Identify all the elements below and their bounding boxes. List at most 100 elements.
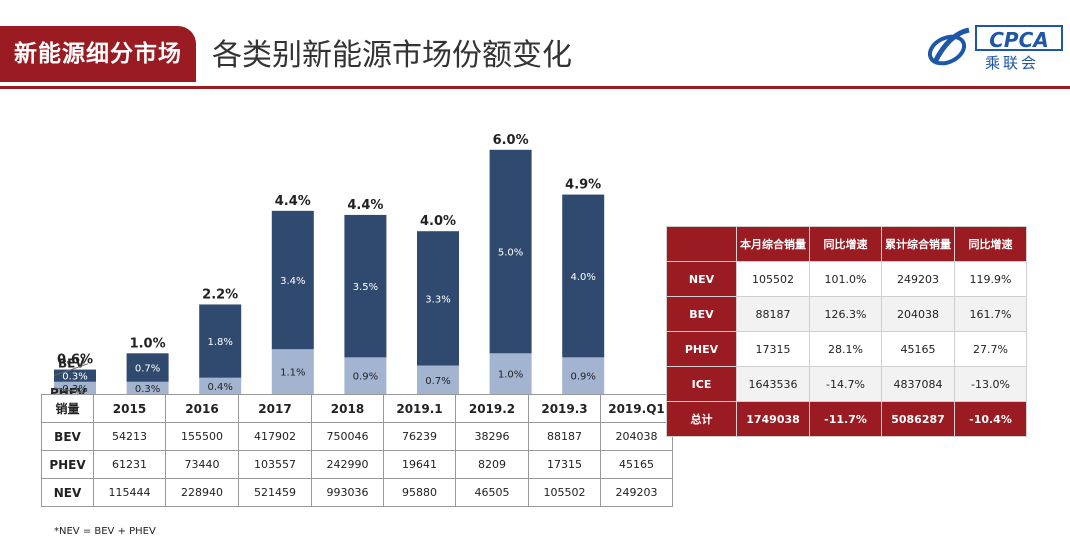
- table-cell: 45165: [600, 450, 673, 479]
- bar-phev: [271, 349, 314, 394]
- total-label: 4.0%: [420, 214, 456, 229]
- data-label-phev: 0.7%: [425, 376, 450, 387]
- summary-col-header: 同比增速: [954, 226, 1027, 262]
- table-cell: 45165: [881, 331, 955, 367]
- data-label-phev: 1.1%: [280, 368, 305, 379]
- total-label: 4.4%: [275, 194, 311, 209]
- table-cell: 155500: [165, 422, 239, 451]
- row-label: BEV: [666, 296, 737, 332]
- sales-table-col-header: 2018: [311, 394, 384, 423]
- sales-table-col-header: 2017: [238, 394, 312, 423]
- bar-phev: [489, 353, 532, 394]
- cpca-logo-icon: [927, 27, 970, 66]
- bar-bev: [562, 194, 605, 358]
- total-label: 6.0%: [493, 133, 529, 148]
- table-cell: 105502: [736, 261, 810, 297]
- data-label-bev: 3.5%: [353, 282, 378, 293]
- bar-phev: [54, 381, 96, 394]
- table-cell: 54213: [93, 422, 166, 451]
- summary-table: 本月综合销量 同比增速 累计综合销量 同比增速 NEV 105502 101.0% 2492…: [666, 226, 1027, 437]
- table-cell: 38296: [455, 422, 529, 451]
- table-cell: 204038: [881, 296, 955, 332]
- data-label-phev: 0.3%: [62, 384, 87, 395]
- table-cell: 126.3%: [809, 296, 882, 332]
- table-cell: 249203: [600, 478, 673, 507]
- row-label: NEV: [41, 478, 94, 507]
- table-cell: 27.7%: [954, 331, 1027, 367]
- logo-subtext: 乘联会: [985, 54, 1040, 72]
- sales-table-col-header: 2019.3: [528, 394, 601, 423]
- table-cell: 115444: [93, 478, 166, 507]
- bar-bev: [54, 369, 96, 382]
- data-label-bev: 3.3%: [425, 294, 450, 305]
- data-label-phev: 0.9%: [353, 372, 378, 383]
- data-label-phev: 0.9%: [570, 372, 595, 383]
- table-cell: 4837084: [881, 366, 955, 402]
- table-row: BEV 88187 126.3% 204038 161.7%: [666, 296, 1027, 332]
- table-cell: 249203: [881, 261, 955, 297]
- summary-col-header: 累计综合销量: [881, 226, 955, 262]
- bar-bev: [126, 353, 169, 382]
- table-cell: 46505: [455, 478, 529, 507]
- bar-bev: [344, 214, 387, 358]
- bar-phev: [199, 377, 242, 394]
- legend-bev: BEV: [58, 357, 85, 371]
- sales-table-col-header: 2019.2: [455, 394, 529, 423]
- table-cell: 993036: [311, 478, 384, 507]
- data-label-bev: 5.0%: [498, 248, 523, 259]
- summary-col-header: [666, 226, 737, 262]
- sales-volume-table: 销量 2015 2016 2017 2018 2019.1 2019.2 2019.3 201…: [41, 394, 673, 507]
- table-row: PHEV 17315 28.1% 45165 27.7%: [666, 331, 1027, 367]
- summary-col-header: 本月综合销量: [736, 226, 810, 262]
- row-label: 总计: [666, 401, 737, 437]
- table-cell: 28.1%: [809, 331, 882, 367]
- row-label: PHEV: [666, 331, 737, 367]
- summary-col-header: 同比增速: [809, 226, 882, 262]
- table-cell: 73440: [165, 450, 239, 479]
- table-cell: 105502: [528, 478, 601, 507]
- table-cell: 750046: [311, 422, 384, 451]
- data-label-phev: 1.0%: [498, 370, 523, 381]
- table-cell: 17315: [528, 450, 601, 479]
- sales-table-col-header: 2019.Q1: [600, 394, 673, 423]
- table-cell: 228940: [165, 478, 239, 507]
- table-cell: 88187: [528, 422, 601, 451]
- sales-table-header: 销量 2015 2016 2017 2018 2019.1 2019.2 2019.3 201…: [41, 394, 673, 423]
- table-cell: 1643536: [736, 366, 810, 402]
- table-cell: 95880: [383, 478, 456, 507]
- bar-bev: [489, 149, 532, 354]
- data-label-phev: 0.3%: [135, 384, 160, 395]
- bar-bev: [271, 210, 314, 350]
- table-cell: 76239: [383, 422, 456, 451]
- table-cell: 417902: [238, 422, 312, 451]
- total-label: 0.6%: [57, 353, 93, 368]
- bar-bev: [417, 231, 459, 366]
- bar-phev: [417, 365, 459, 394]
- table-row: NEV 115444 228940 521459 993036 95880 46505 105…: [41, 478, 673, 507]
- table-cell: -14.7%: [809, 366, 882, 402]
- page-title: 各类别新能源市场份额变化: [212, 38, 572, 73]
- table-cell: 1749038: [736, 401, 810, 437]
- table-cell: 8209: [455, 450, 529, 479]
- row-label: ICE: [666, 366, 737, 402]
- data-label-bev: 1.8%: [207, 337, 232, 348]
- table-cell: 61231: [93, 450, 166, 479]
- table-cell: 161.7%: [954, 296, 1027, 332]
- data-label-bev: 0.7%: [135, 364, 160, 375]
- data-label-bev: 3.4%: [280, 276, 305, 287]
- table-cell: 19641: [383, 450, 456, 479]
- data-label-bev: 0.3%: [62, 372, 87, 383]
- row-label: BEV: [41, 422, 94, 451]
- table-cell: -13.0%: [954, 366, 1027, 402]
- legend-leader-phev: [53, 387, 85, 394]
- bar-phev: [562, 357, 605, 394]
- total-label: 4.9%: [565, 178, 601, 193]
- data-label-bev: 4.0%: [570, 272, 595, 283]
- total-label: 4.4%: [347, 198, 383, 213]
- data-label-phev: 0.4%: [207, 382, 232, 393]
- table-row: 总计 1749038 -11.7% 5086287 -10.4%: [666, 401, 1027, 437]
- logo-text: CPCA: [975, 25, 1063, 52]
- table-cell: 5086287: [881, 401, 955, 437]
- table-row: ICE 1643536 -14.7% 4837084 -13.0%: [666, 366, 1027, 402]
- bar-phev: [126, 381, 169, 394]
